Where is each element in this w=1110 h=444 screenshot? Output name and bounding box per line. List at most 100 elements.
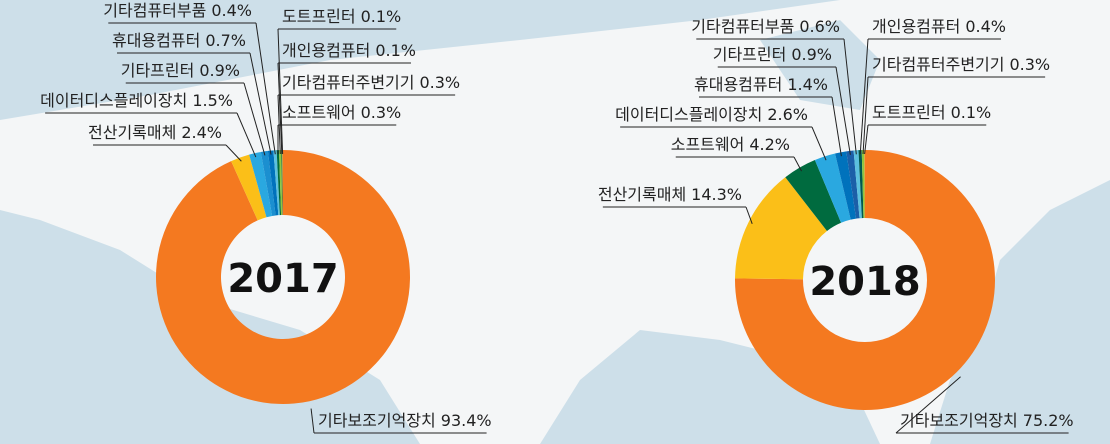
slice bbox=[846, 150, 860, 219]
value-label: 0.4% bbox=[965, 17, 1006, 36]
slice-label: 기타컴퓨터부품 0.6% bbox=[691, 17, 840, 36]
slice-label: 기타컴퓨터부품 0.4% bbox=[103, 1, 252, 20]
slice-label: 개인용컴퓨터 0.1% bbox=[282, 41, 416, 60]
value-label: 0.3% bbox=[361, 103, 402, 122]
leader-line bbox=[811, 126, 827, 161]
slice-label: 기타보조기억장치 75.2% bbox=[900, 411, 1074, 430]
center-year: 2017 bbox=[227, 256, 338, 302]
slice-label: 도트프린터 0.1% bbox=[872, 103, 991, 122]
slice bbox=[735, 150, 996, 411]
value-label: 0.7% bbox=[205, 31, 246, 50]
leader-line bbox=[310, 408, 315, 434]
leader-line bbox=[864, 124, 869, 155]
leader-line bbox=[862, 76, 869, 155]
value-label: 0.9% bbox=[791, 45, 832, 64]
slice bbox=[276, 150, 282, 216]
leader-line bbox=[277, 94, 281, 155]
category-label: 기타컴퓨터부품 bbox=[103, 1, 206, 20]
category-label: 기타보조기억장치 bbox=[318, 411, 436, 430]
category-label: 기타프린터 bbox=[713, 45, 787, 64]
slice bbox=[282, 150, 283, 216]
slice-label: 전산기록매체 2.4% bbox=[88, 123, 222, 142]
slice-label: 휴대용컴퓨터 1.4% bbox=[694, 75, 828, 94]
slice-label: 기타컴퓨터주변기기 0.3% bbox=[282, 73, 460, 92]
leader-line bbox=[255, 22, 276, 155]
leader-line bbox=[277, 62, 283, 155]
slice bbox=[861, 150, 865, 219]
leader-line bbox=[793, 156, 802, 172]
slice-label: 기타프린터 0.9% bbox=[121, 61, 240, 80]
slice-label: 소프트웨어 4.2% bbox=[671, 135, 790, 154]
slice bbox=[273, 150, 280, 216]
value-label: 2.6% bbox=[767, 105, 808, 124]
slice bbox=[785, 160, 842, 232]
category-label: 기타컴퓨터부품 bbox=[691, 17, 794, 36]
slice-label: 데이터디스플레이장치 2.6% bbox=[615, 105, 808, 124]
leader-line bbox=[225, 144, 242, 162]
slice bbox=[853, 150, 862, 219]
leader-line bbox=[236, 112, 257, 158]
category-label: 전산기록매체 bbox=[88, 123, 176, 142]
category-label: 소프트웨어 bbox=[671, 135, 745, 154]
slice bbox=[281, 150, 283, 216]
value-label: 0.4% bbox=[211, 1, 252, 20]
category-label: 개인용컴퓨터 bbox=[282, 41, 370, 60]
leader-line bbox=[835, 66, 851, 155]
value-label: 1.5% bbox=[192, 91, 233, 110]
slice bbox=[267, 150, 279, 216]
category-label: 기타프린터 bbox=[121, 61, 195, 80]
slice-label: 휴대용컴퓨터 0.7% bbox=[112, 31, 246, 50]
slice-label: 기타컴퓨터주변기기 0.3% bbox=[872, 55, 1050, 74]
category-label: 소프트웨어 bbox=[282, 103, 356, 122]
slice-label: 개인용컴퓨터 0.4% bbox=[872, 17, 1006, 36]
category-label: 도트프린터 bbox=[872, 103, 946, 122]
slice bbox=[249, 151, 273, 218]
category-label: 도트프린터 bbox=[282, 7, 356, 26]
slice-label: 데이터디스플레이장치 1.5% bbox=[40, 91, 233, 110]
slice-label: 전산기록매체 14.3% bbox=[598, 185, 742, 204]
value-label: 4.2% bbox=[749, 135, 790, 154]
value-label: 75.2% bbox=[1023, 411, 1074, 430]
value-label: 93.4% bbox=[441, 411, 492, 430]
slice bbox=[155, 150, 410, 405]
leader-line bbox=[243, 82, 266, 156]
slice bbox=[260, 150, 276, 216]
center-year: 2018 bbox=[809, 259, 920, 305]
leader-line bbox=[277, 28, 284, 155]
value-label: 0.6% bbox=[799, 17, 840, 36]
value-label: 0.1% bbox=[951, 103, 992, 122]
slice-label: 소프트웨어 0.3% bbox=[282, 103, 401, 122]
slice-label: 도트프린터 0.1% bbox=[282, 7, 401, 26]
lake bbox=[760, 20, 880, 110]
leader-line bbox=[745, 206, 753, 225]
value-label: 0.3% bbox=[419, 73, 460, 92]
slice bbox=[735, 177, 827, 280]
slice bbox=[835, 151, 857, 220]
value-label: 0.9% bbox=[199, 61, 240, 80]
slice bbox=[231, 154, 267, 221]
category-label: 데이터디스플레이장치 bbox=[40, 91, 187, 110]
value-label: 0.1% bbox=[375, 41, 416, 60]
value-label: 0.3% bbox=[1009, 55, 1050, 74]
value-label: 0.1% bbox=[361, 7, 402, 26]
leader-line bbox=[895, 376, 961, 434]
category-label: 기타보조기억장치 bbox=[900, 411, 1018, 430]
leader-line bbox=[249, 52, 272, 155]
value-label: 1.4% bbox=[787, 75, 828, 94]
category-label: 휴대용컴퓨터 bbox=[112, 31, 200, 50]
category-label: 기타컴퓨터주변기기 bbox=[872, 55, 1004, 74]
slice bbox=[864, 150, 865, 219]
leader-line bbox=[831, 96, 842, 157]
leader-line bbox=[843, 38, 857, 155]
slice-label: 기타보조기억장치 93.4% bbox=[318, 411, 492, 430]
value-label: 14.3% bbox=[691, 185, 742, 204]
slice-label: 기타프린터 0.9% bbox=[713, 45, 832, 64]
category-label: 데이터디스플레이장치 bbox=[615, 105, 762, 124]
category-label: 기타컴퓨터주변기기 bbox=[282, 73, 414, 92]
slice bbox=[858, 150, 864, 219]
category-label: 개인용컴퓨터 bbox=[872, 17, 960, 36]
category-label: 전산기록매체 bbox=[598, 185, 686, 204]
slice bbox=[279, 150, 283, 216]
leader-line bbox=[859, 38, 869, 155]
